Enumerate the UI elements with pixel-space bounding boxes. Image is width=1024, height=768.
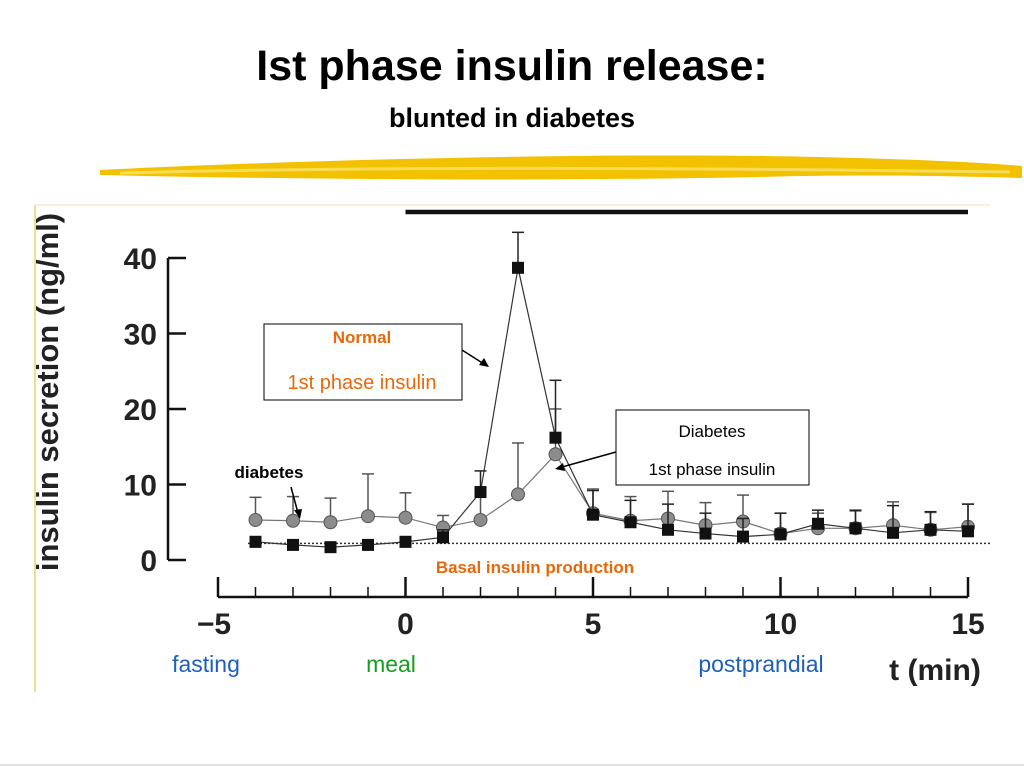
data-point-normal [474, 486, 487, 499]
data-point-diabetes [548, 447, 563, 462]
data-point-normal [774, 528, 787, 541]
data-point-normal [924, 523, 937, 536]
data-point-normal [737, 530, 749, 543]
series-layer [248, 231, 975, 554]
data-point-normal [437, 531, 449, 544]
y-tick-label: 20 [124, 394, 157, 427]
data-point-normal [549, 431, 562, 444]
decor-layer [34, 155, 1022, 692]
x-tick-label: 5 [585, 608, 602, 641]
x-tick-label: 10 [764, 608, 797, 641]
series-line [255, 453, 969, 535]
data-point-normal [249, 535, 262, 548]
data-point-diabetes [323, 515, 338, 530]
data-point-normal [287, 538, 299, 551]
data-point-normal [887, 526, 899, 539]
data-point-normal [362, 538, 374, 551]
y-tick-label: 0 [140, 545, 157, 578]
slide-bottom-rule [0, 764, 1024, 766]
diabetes-label-arrow [290, 486, 299, 514]
series-line [255, 267, 969, 548]
normal-annotation-box [263, 323, 463, 401]
diabetes-annotation: Diabetes 1st phase insulin [555, 409, 810, 486]
highlight-stroke-secondary [119, 166, 1011, 175]
y-tick-label: 40 [124, 243, 157, 276]
y-axis-label: insulin secretion (ng/ml) [30, 213, 65, 571]
data-point-diabetes [248, 512, 263, 527]
y-tick-label: 10 [124, 470, 157, 503]
normal-annotation-arrow [461, 349, 485, 365]
x-tick-label: 0 [397, 608, 414, 641]
data-point-normal [662, 523, 674, 536]
normal-annotation-title: Normal [333, 328, 392, 347]
data-point-diabetes [473, 512, 488, 527]
data-point-normal [962, 525, 974, 538]
data-point-normal [849, 522, 862, 535]
data-point-normal [587, 508, 599, 521]
x-tick-label: 15 [951, 608, 984, 641]
diabetes-series-label: diabetes [235, 463, 304, 519]
basal-insulin-label: Basal insulin production [436, 558, 634, 577]
diabetes-annotation-arrowhead [555, 463, 565, 471]
axes-layer: 0 10 20 30 40 −5 0 5 10 15 [124, 243, 985, 641]
slide-title: Ist phase insulin release: [256, 42, 768, 90]
normal-annotation-text: 1st phase insulin [288, 372, 437, 394]
diabetes-label-text: diabetes [235, 463, 304, 482]
diabetes-annotation-arrow [561, 451, 617, 468]
diabetes-annotation-text: 1st phase insulin [649, 460, 776, 479]
data-point-diabetes [398, 510, 413, 525]
x-tick-label: −5 [197, 608, 231, 641]
data-point-normal [512, 261, 524, 274]
series-normal [249, 231, 974, 554]
normal-annotation: Normal 1st phase insulin [263, 323, 489, 401]
data-point-normal [324, 541, 337, 554]
diabetes-annotation-title: Diabetes [678, 422, 745, 441]
data-point-normal [812, 517, 824, 530]
diabetes-annotation-box [615, 409, 810, 486]
data-point-diabetes [286, 513, 300, 528]
phase-label-fasting: fasting [172, 651, 240, 677]
y-tick-label: 30 [124, 319, 157, 352]
phase-label-meal: meal [366, 651, 416, 677]
normal-annotation-arrowhead [479, 358, 489, 367]
data-point-diabetes [361, 509, 375, 524]
data-point-normal [624, 516, 637, 529]
phase-label-postprandial: postprandial [698, 651, 823, 677]
data-point-normal [399, 535, 412, 548]
slide-subtitle: blunted in diabetes [388, 103, 636, 133]
series-diabetes [248, 408, 975, 541]
data-point-diabetes [511, 487, 525, 502]
diabetes-label-arrowhead [294, 509, 302, 519]
x-axis-label: t (min) [889, 654, 981, 687]
data-point-normal [699, 527, 712, 540]
